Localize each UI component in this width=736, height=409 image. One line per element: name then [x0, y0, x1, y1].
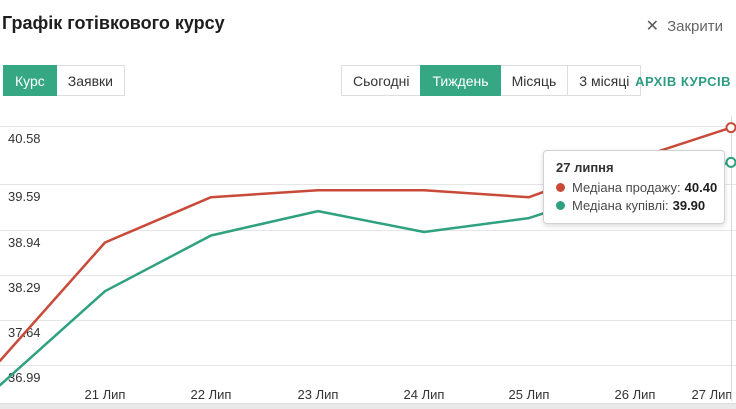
- y-axis-label: 38.94: [8, 235, 41, 250]
- tooltip-sell-value: 40.40: [684, 180, 718, 195]
- close-button[interactable]: ✕ Закрити: [646, 18, 723, 35]
- buy-series-dot-icon: [556, 201, 565, 210]
- sell-series-dot-icon: [556, 183, 565, 192]
- x-axis-label: 22 Лип: [190, 387, 232, 402]
- y-axis-label: 36.99: [8, 370, 41, 385]
- tooltip-row-buy: Медіана купівлі: 39.90: [556, 198, 712, 213]
- period-today[interactable]: Сьогодні: [341, 65, 422, 96]
- period-month[interactable]: Місяць: [499, 65, 569, 96]
- bottom-divider: [0, 403, 736, 409]
- y-axis-label: 38.29: [8, 280, 41, 295]
- y-axis-label: 39.59: [8, 189, 41, 204]
- tooltip-buy-value: 39.90: [672, 198, 706, 213]
- y-axis-label: 37.64: [8, 325, 41, 340]
- tab-kurs[interactable]: Курс: [3, 65, 57, 96]
- period-week[interactable]: Тиждень: [420, 65, 501, 96]
- close-icon: ✕: [645, 17, 660, 35]
- tooltip-buy-label: Медіана купівлі:: [572, 198, 669, 213]
- x-axis-label: 26 Лип: [614, 387, 656, 402]
- chart-tooltip: 27 липня Медіана продажу: 40.40 Медіана …: [543, 150, 725, 224]
- x-axis-label: 23 Лип: [297, 387, 339, 402]
- view-tab-group: Курс Заявки: [3, 65, 126, 96]
- period-3months[interactable]: 3 місяці: [567, 65, 642, 96]
- hover-point-marker-buy: [725, 156, 736, 168]
- hover-point-marker-sell: [725, 122, 736, 134]
- archive-link[interactable]: АРХІВ КУРСІВ: [635, 74, 731, 89]
- tooltip-row-sell: Медіана продажу: 40.40: [556, 180, 717, 195]
- y-axis-label: 40.58: [8, 131, 41, 146]
- tab-zayavky[interactable]: Заявки: [55, 65, 126, 96]
- close-label: Закрити: [667, 18, 723, 35]
- x-axis-label: 24 Лип: [403, 387, 445, 402]
- tooltip-date: 27 липня: [556, 160, 614, 175]
- x-axis-label: 21 Лип: [84, 387, 126, 402]
- period-tab-group: Сьогодні Тиждень Місяць 3 місяці: [341, 65, 642, 96]
- x-axis-label: 25 Лип: [508, 387, 550, 402]
- page-title: Графік готівкового курсу: [2, 13, 225, 33]
- tooltip-sell-label: Медіана продажу:: [572, 180, 681, 195]
- x-axis-label: 27 Лип: [691, 387, 733, 402]
